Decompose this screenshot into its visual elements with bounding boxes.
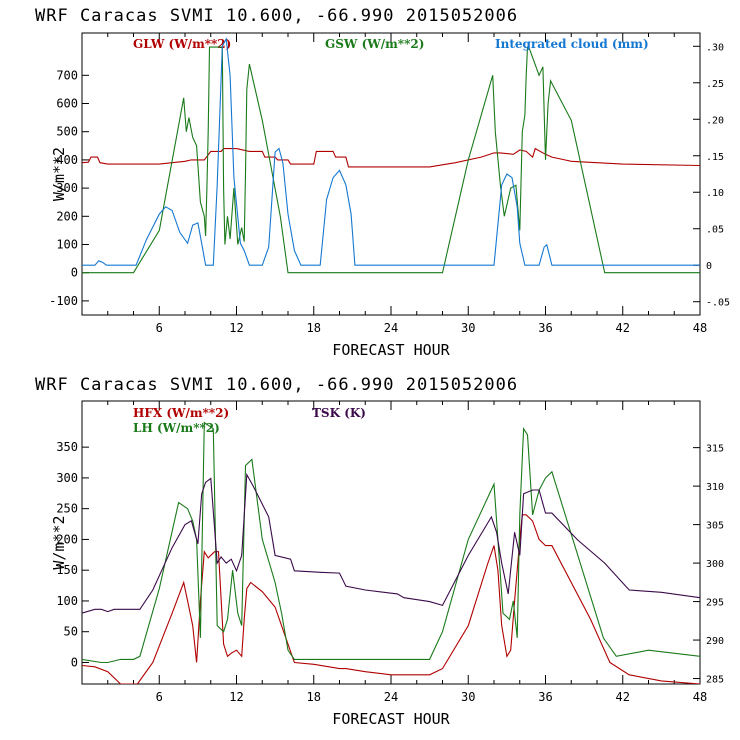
y-tick-label: 0 (71, 655, 78, 669)
y-axis-label: W/m**2 (50, 515, 68, 569)
legend-entry: TSK (K) (312, 406, 366, 420)
y2-tick-label: 305 (706, 521, 724, 532)
y-tick-label: 100 (56, 594, 78, 608)
y-tick-label: 150 (56, 563, 78, 577)
y-tick-label: 100 (56, 238, 78, 252)
y-tick-label: 500 (56, 125, 78, 139)
y2-tick-label: -.05 (706, 298, 730, 309)
x-tick-label: 12 (229, 321, 243, 335)
panel-surface-fluxes: WRF Caracas SVMI 10.600, -66.990 2015052… (35, 375, 724, 728)
y2-tick-label: 285 (706, 675, 724, 686)
y2-tick-label: .10 (706, 188, 724, 199)
x-tick-label: 24 (384, 321, 398, 335)
x-tick-label: 42 (616, 690, 630, 704)
legend-entry: LH (W/m**2) (133, 421, 220, 435)
legend-entry: GLW (W/m**2) (133, 37, 231, 51)
x-tick-label: 48 (693, 321, 707, 335)
y-tick-label: -100 (49, 294, 78, 308)
series-line-lh (82, 421, 700, 664)
x-axis-label: FORECAST HOUR (332, 710, 450, 728)
y-tick-label: 300 (56, 181, 78, 195)
y-tick-label: 400 (56, 153, 78, 167)
y-tick-label: 0 (71, 266, 78, 280)
chart-title: WRF Caracas SVMI 10.600, -66.990 2015052… (35, 6, 518, 26)
y2-tick-label: .25 (706, 79, 724, 90)
y-tick-label: 700 (56, 68, 78, 82)
chart-title: WRF Caracas SVMI 10.600, -66.990 2015052… (35, 375, 518, 395)
x-tick-label: 30 (461, 321, 475, 335)
series-line-gsw (82, 46, 700, 274)
y2-tick-label: 290 (706, 636, 724, 647)
y-tick-label: 600 (56, 97, 78, 111)
series-line-hfx (82, 514, 700, 684)
y-tick-label: 200 (56, 532, 78, 546)
y-axis-label: W/m**2 (50, 147, 68, 201)
series-line-glw (82, 147, 700, 168)
x-tick-label: 6 (156, 321, 163, 335)
y2-tick-label: .05 (706, 225, 724, 236)
x-tick-label: 36 (538, 690, 552, 704)
y-tick-label: 300 (56, 471, 78, 485)
x-tick-label: 36 (538, 321, 552, 335)
x-tick-label: 6 (156, 690, 163, 704)
legend-entry: GSW (W/m**2) (325, 37, 424, 51)
y2-tick-label: .30 (706, 42, 724, 53)
y2-tick-label: .15 (706, 152, 724, 163)
y2-tick-label: 0 (706, 261, 712, 272)
x-tick-label: 18 (307, 321, 321, 335)
x-tick-label: 24 (384, 690, 398, 704)
legend-entry: HFX (W/m**2) (133, 406, 229, 420)
series-line-integrated (82, 37, 700, 266)
x-tick-label: 12 (229, 690, 243, 704)
x-tick-label: 42 (616, 321, 630, 335)
x-tick-label: 48 (693, 690, 707, 704)
y2-tick-label: 310 (706, 482, 724, 493)
y-tick-label: 350 (56, 440, 78, 454)
x-axis-label: FORECAST HOUR (332, 341, 450, 359)
series-line-tsk (82, 472, 700, 614)
x-tick-label: 30 (461, 690, 475, 704)
legend-entry: Integrated cloud (mm) (495, 37, 649, 51)
y2-tick-label: 295 (706, 598, 724, 609)
y2-tick-label: .20 (706, 115, 724, 126)
y-tick-label: 250 (56, 502, 78, 516)
y-tick-label: 200 (56, 209, 78, 223)
x-tick-label: 18 (307, 690, 321, 704)
y-tick-label: 50 (64, 625, 78, 639)
panel-radiation: WRF Caracas SVMI 10.600, -66.990 2015052… (35, 6, 730, 359)
y2-tick-label: 300 (706, 559, 724, 570)
y2-tick-label: 315 (706, 444, 724, 455)
